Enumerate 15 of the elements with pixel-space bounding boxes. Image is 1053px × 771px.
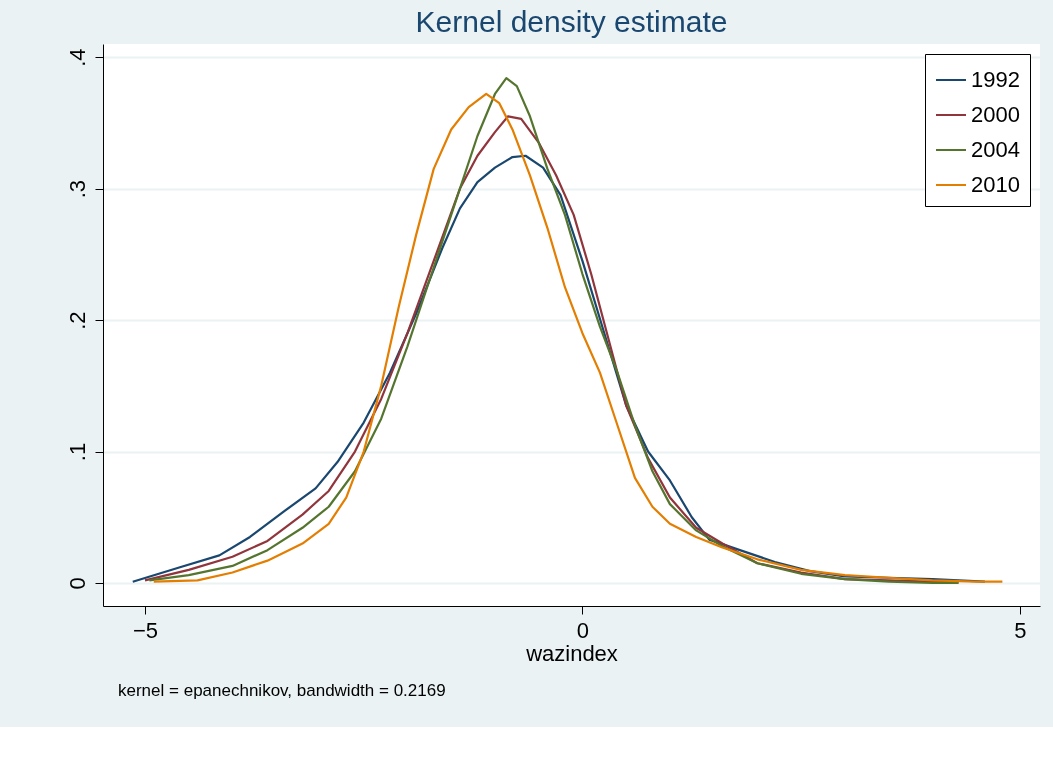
y-tick-label: .2 [64, 311, 90, 330]
x-tick-label: 5 [1014, 617, 1027, 643]
x-tick-label: 0 [576, 617, 590, 643]
y-tick-label: .4 [64, 48, 90, 67]
y-tick-label: .1 [64, 442, 90, 462]
legend-label: 2004 [971, 137, 1020, 162]
chart-title: Kernel density estimate [415, 5, 728, 38]
x-tick-label: −5 [132, 617, 159, 643]
legend-label: 1992 [971, 67, 1020, 92]
legend-label: 2010 [971, 172, 1020, 197]
y-tick-label: 0 [64, 577, 90, 590]
text: kernel = epanechnikov, bandwidth = 0.2169 [118, 681, 446, 700]
y-tick-label: .3 [64, 179, 90, 199]
legend-label: 2000 [971, 102, 1020, 127]
x-axis-title: wazindex [525, 640, 618, 666]
